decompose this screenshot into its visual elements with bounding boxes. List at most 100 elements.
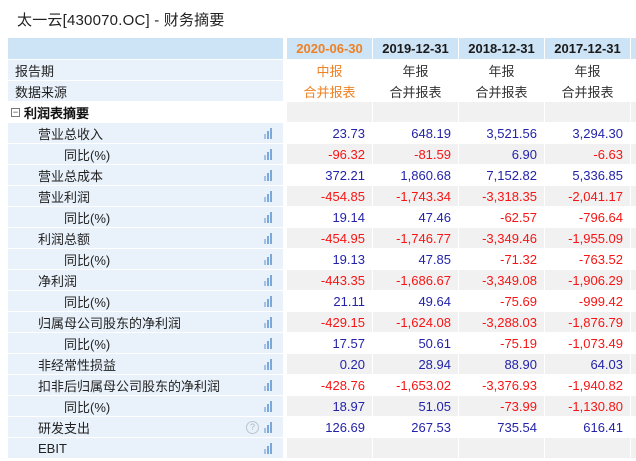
row-label-cell: 报告期 [8,60,287,81]
table-edge-cell [631,228,636,249]
value-cell: -3,349.08 [459,270,545,291]
row-label-cell: 归属母公司股东的净利润 [8,312,287,333]
value-cell: 88.90 [459,354,545,375]
section-label-cell: − 利润表摘要 [8,102,287,123]
report-period-row: 报告期 中报 年报 年报 年报 [8,60,636,81]
section-header-row: − 利润表摘要 [8,102,636,123]
column-header: 2018-12-31 [459,38,545,60]
table-row: 同比(%) 18.97 51.05 -73.99 -1,130.80 [8,396,636,417]
row-label: 研发支出 [38,420,91,436]
value-cell: -6.63 [545,144,631,165]
value-cell: 18.97 [287,396,373,417]
table-row: 营业总收入 23.73 648.19 3,521.56 3,294.30 [8,123,636,144]
bar-chart-icon[interactable] [264,190,272,202]
row-label-cell: 扣非后归属母公司股东的净利润 [8,375,287,396]
value-cell: 735.54 [459,417,545,438]
table-edge-cell [631,312,636,333]
value-cell: -75.69 [459,291,545,312]
row-label: 同比(%) [64,336,111,352]
value-cell: -73.99 [459,396,545,417]
row-label-cell: 同比(%) [8,291,287,312]
bar-chart-icon[interactable] [264,421,272,433]
value-cell [373,438,459,459]
bar-chart-icon[interactable] [264,127,272,139]
value-cell: -999.42 [545,291,631,312]
bar-chart-icon[interactable] [264,232,272,244]
value-cell: -1,746.77 [373,228,459,249]
table-edge-cell [631,438,636,459]
bar-chart-icon[interactable] [264,169,272,181]
collapse-icon[interactable]: − [11,106,20,117]
value-cell: 1,860.68 [373,165,459,186]
value-cell: -1,686.67 [373,270,459,291]
bar-chart-icon[interactable] [264,316,272,328]
table-row: 同比(%) 19.13 47.85 -71.32 -763.52 [8,249,636,270]
table-row: 非经常性损益 0.20 28.94 88.90 64.03 [8,354,636,375]
bar-chart-icon[interactable] [264,253,272,265]
help-icon[interactable]: ? [246,420,259,434]
data-source-row: 数据来源 合并报表 合并报表 合并报表 合并报表 [8,81,636,102]
value-cell: -3,288.03 [459,312,545,333]
financial-summary-table: 2020-06-30 2019-12-31 2018-12-31 2017-12… [8,38,636,459]
table-edge-cell [631,333,636,354]
value-cell: -3,376.93 [459,375,545,396]
row-label-cell: 净利润 [8,270,287,291]
table-edge-cell [631,249,636,270]
value-cell: 616.41 [545,417,631,438]
value-cell: -1,624.08 [373,312,459,333]
table-edge-cell [631,123,636,144]
row-label-cell: 同比(%) [8,396,287,417]
value-cell [545,438,631,459]
bar-chart-icon[interactable] [264,358,272,370]
value-cell: 0.20 [287,354,373,375]
value-cell: -428.76 [287,375,373,396]
table-edge-cell [631,417,636,438]
row-label: 营业利润 [38,189,91,205]
value-cell: 19.14 [287,207,373,228]
table-edge-cell [631,165,636,186]
row-label-cell: 研发支出 ? [8,417,287,438]
table-edge-cell [631,186,636,207]
table-edge-cell [631,396,636,417]
row-label-cell: 非经常性损益 [8,354,287,375]
row-label-cell: 同比(%) [8,333,287,354]
value-cell: -1,940.82 [545,375,631,396]
value-cell: -1,906.29 [545,270,631,291]
bar-chart-icon[interactable] [264,211,272,223]
value-cell: -81.59 [373,144,459,165]
value-cell: -1,073.49 [545,333,631,354]
value-cell: 28.94 [373,354,459,375]
bar-chart-icon[interactable] [264,295,272,307]
value-cell [459,102,545,123]
row-label: 扣非后归属母公司股东的净利润 [38,378,221,394]
bar-chart-icon[interactable] [264,442,272,454]
value-cell: 50.61 [373,333,459,354]
row-label-cell: 营业总成本 [8,165,287,186]
value-cell: 5,336.85 [545,165,631,186]
table-edge-cell [631,102,636,123]
table-edge-cell [631,270,636,291]
table-row: 同比(%) -96.32 -81.59 6.90 -6.63 [8,144,636,165]
value-cell: -454.85 [287,186,373,207]
bar-chart-icon[interactable] [264,148,272,160]
value-cell: -763.52 [545,249,631,270]
value-cell: 3,294.30 [545,123,631,144]
row-label: 报告期 [15,63,55,79]
table-row: 营业利润 -454.85 -1,743.34 -3,318.35 -2,041.… [8,186,636,207]
table-edge-cell [631,60,636,81]
row-label: 同比(%) [64,399,111,415]
value-cell: 267.53 [373,417,459,438]
table-row: 净利润 -443.35 -1,686.67 -3,349.08 -1,906.2… [8,270,636,291]
value-cell: -3,349.46 [459,228,545,249]
column-header: 2017-12-31 [545,38,631,60]
value-cell: 23.73 [287,123,373,144]
bar-chart-icon[interactable] [264,274,272,286]
value-cell [287,438,373,459]
bar-chart-icon[interactable] [264,400,272,412]
table-edge-cell [631,38,636,60]
value-cell: 年报 [373,60,459,81]
bar-chart-icon[interactable] [264,379,272,391]
value-cell: -429.15 [287,312,373,333]
bar-chart-icon[interactable] [264,337,272,349]
value-cell: 年报 [459,60,545,81]
